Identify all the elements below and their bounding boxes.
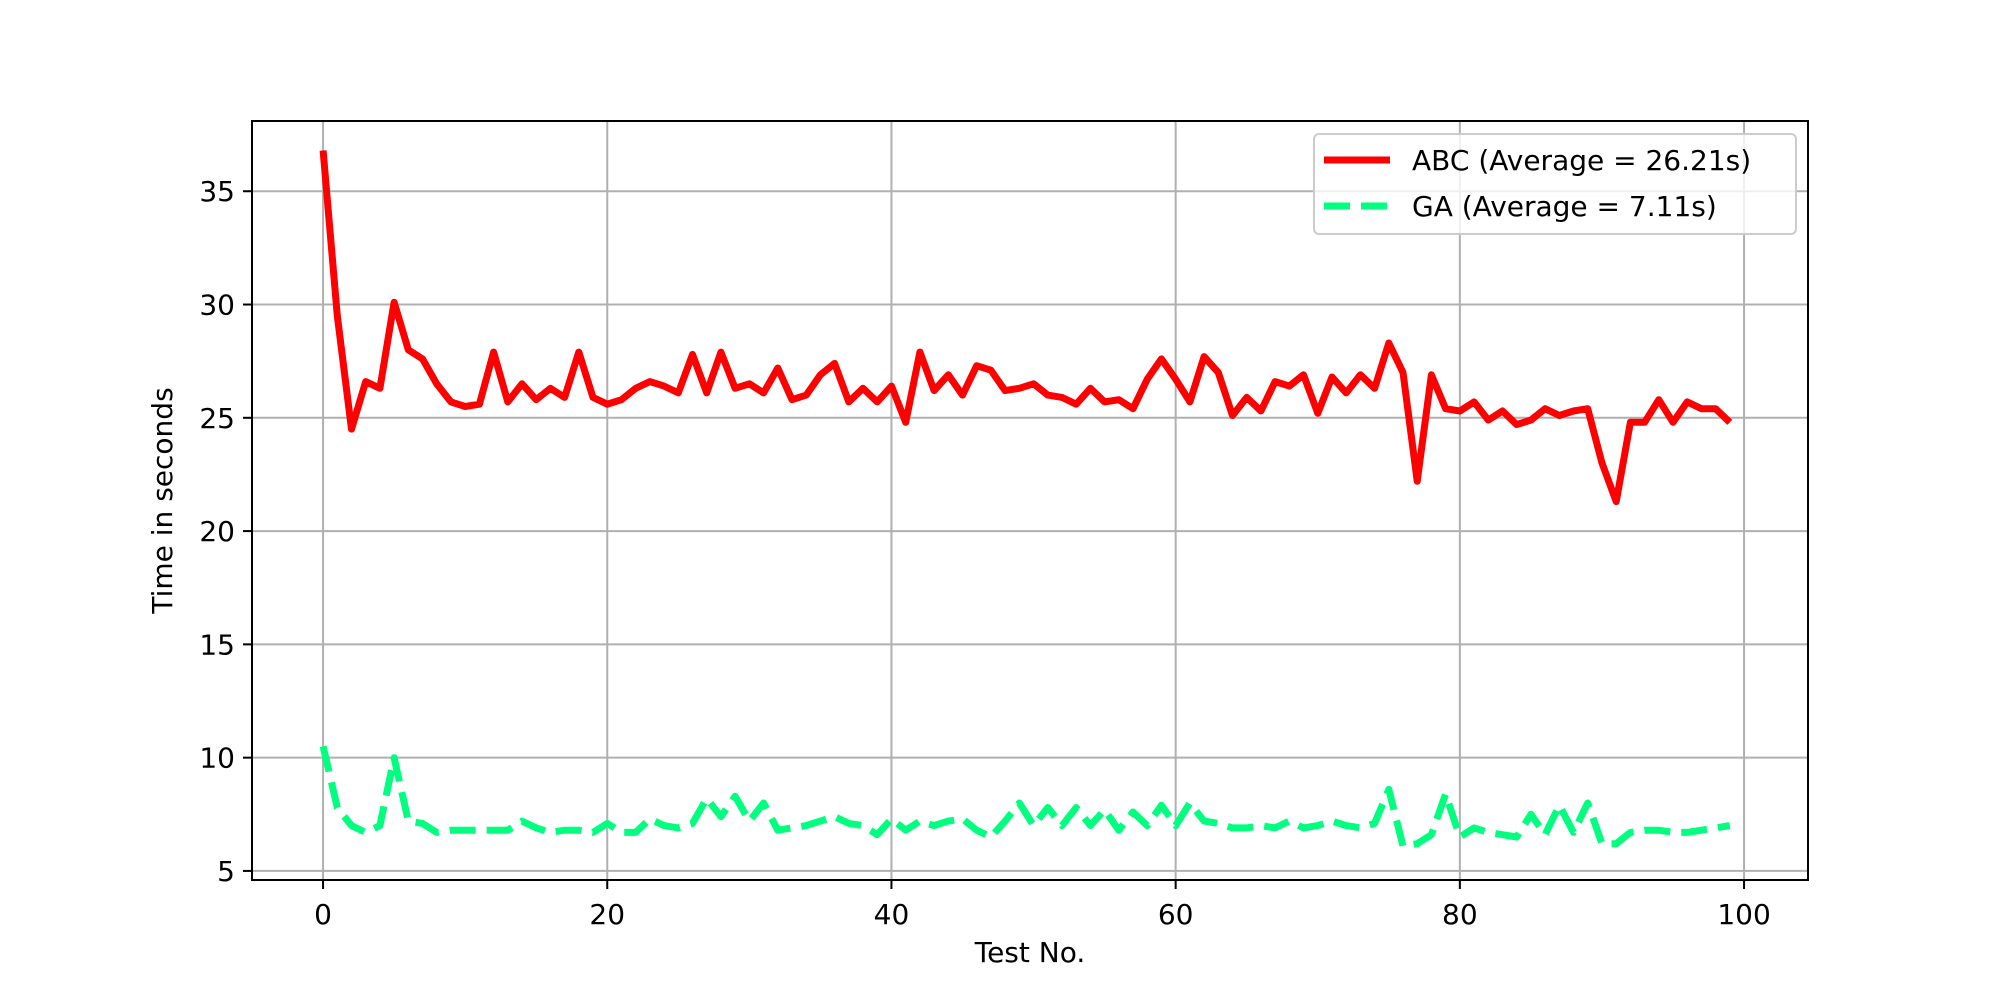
legend-box: [1313, 133, 1797, 235]
grid-lines: [252, 121, 1808, 880]
x-tick-label-100: 100: [1717, 898, 1770, 931]
y-tick-label-25: 25: [199, 402, 235, 435]
legend: ABC (Average = 26.21s) GA (Average = 7.1…: [1313, 133, 1797, 235]
legend-label-ga: GA (Average = 7.11s): [1412, 190, 1717, 223]
y-tick-label-35: 35: [199, 175, 235, 208]
series-line-ga: [319, 745, 1731, 850]
plot-area-frame: [251, 120, 1809, 881]
y-tick-label-20: 20: [199, 515, 235, 548]
series-lines: [319, 150, 1733, 850]
y-axis-label: Time in seconds: [146, 387, 179, 614]
x-tick-label-20: 20: [589, 898, 625, 931]
x-tick-label-60: 60: [1158, 898, 1194, 931]
x-axis: 0 20 40 60 80 100: [314, 880, 1771, 931]
x-tick-label-0: 0: [314, 898, 332, 931]
y-tick-label-5: 5: [217, 855, 235, 888]
legend-label-abc: ABC (Average = 26.21s): [1412, 144, 1751, 177]
series-line-abc: [319, 150, 1733, 506]
y-tick-label-10: 10: [199, 742, 235, 775]
x-tick-label-80: 80: [1442, 898, 1478, 931]
y-axis: 5 10 15 20 25 30 35: [199, 175, 252, 888]
x-tick-label-40: 40: [874, 898, 910, 931]
x-axis-label: Test No.: [974, 936, 1086, 969]
y-tick-label-30: 30: [199, 289, 235, 322]
y-tick-label-15: 15: [199, 628, 235, 661]
